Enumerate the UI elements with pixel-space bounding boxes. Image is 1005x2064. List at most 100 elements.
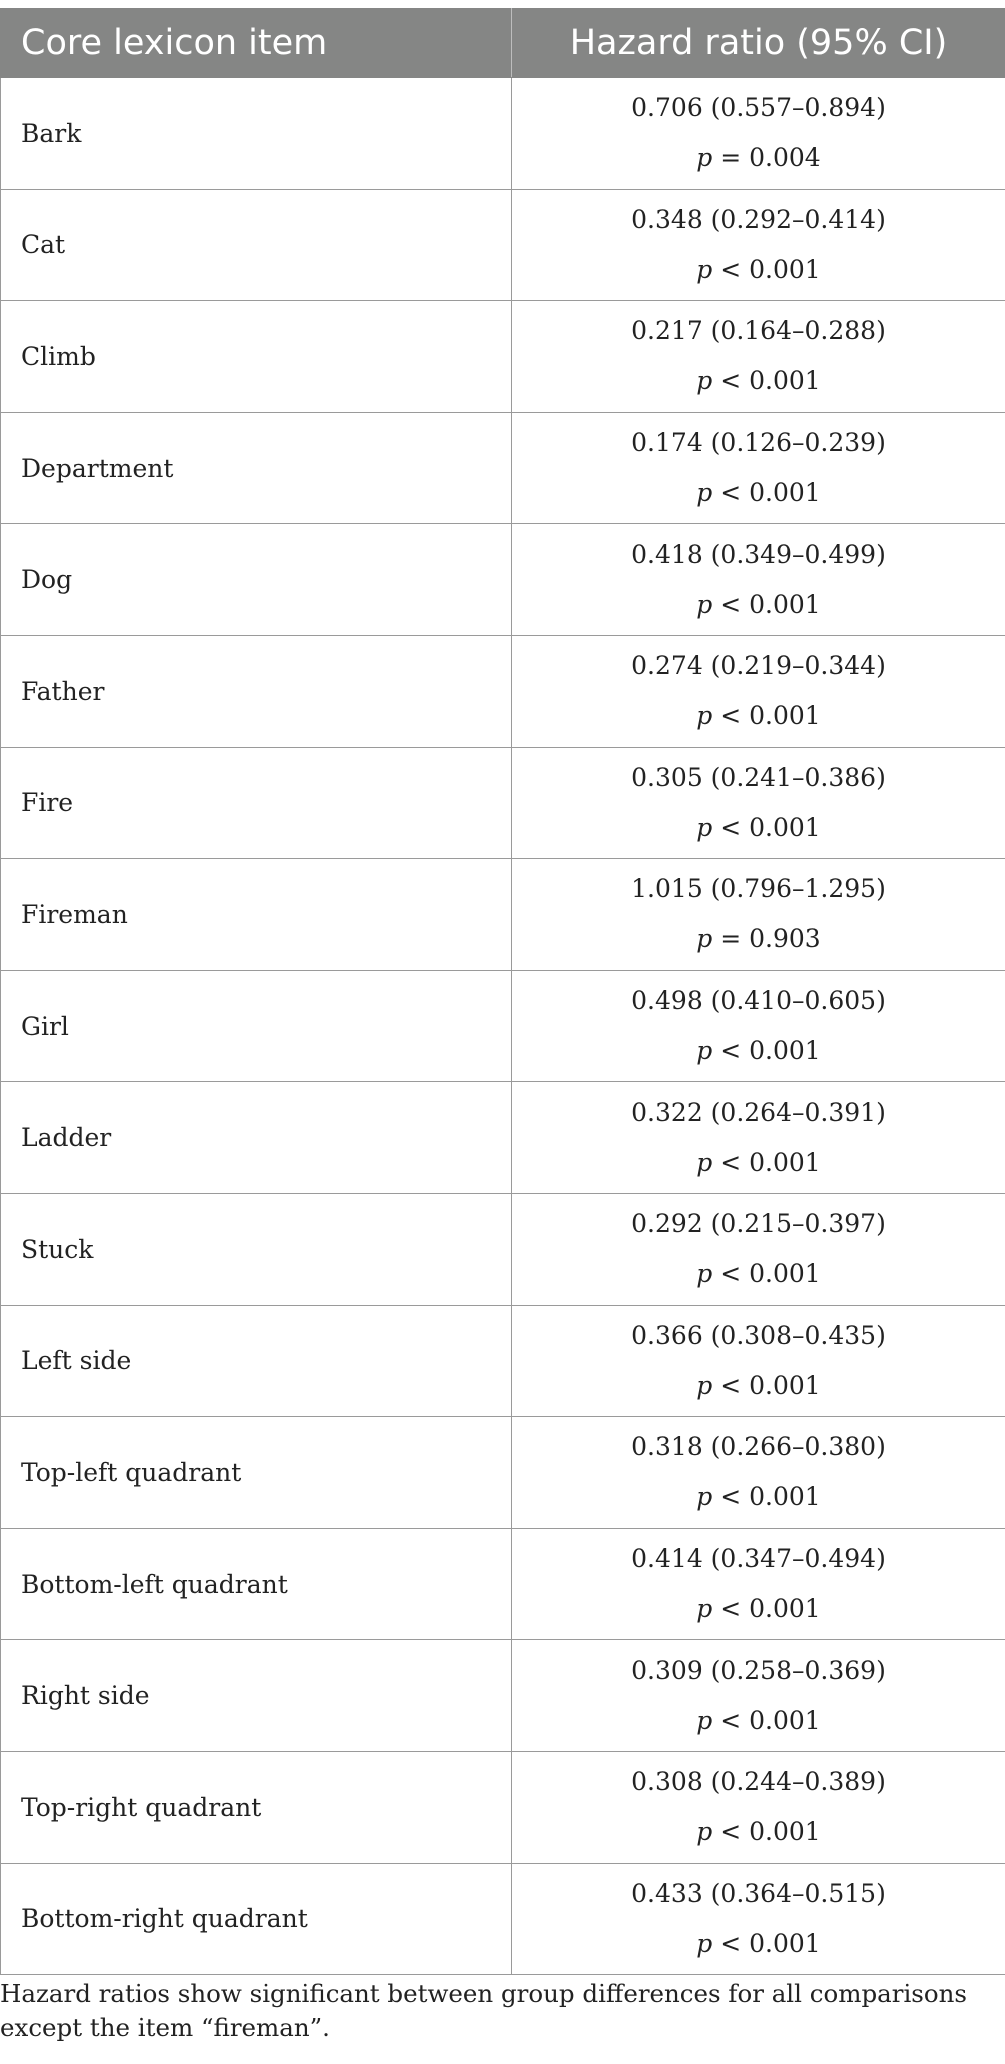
p-value-symbol: p [696, 1259, 713, 1289]
p-value-symbol: p [696, 366, 713, 396]
p-value-symbol: p [696, 1928, 713, 1958]
p-value-text: < 0.001 [712, 812, 821, 842]
table-row: Ladder 0.322 (0.264–0.391) p < 0.001 [0, 1081, 1005, 1194]
p-value-symbol: p [696, 1594, 713, 1624]
core-lexicon-item-cell: Ladder [0, 1081, 512, 1194]
p-value: p < 0.001 [512, 356, 1005, 406]
p-value-symbol: p [696, 1705, 713, 1735]
hazard-ratio-ci-value: 0.305 (0.241–0.386) [631, 762, 886, 792]
core-lexicon-item-cell: Department [0, 411, 512, 525]
hazard-ratio-cell: 0.292 (0.215–0.397) p < 0.001 [511, 1192, 1005, 1306]
hazard-ratio-ci-value: 0.418 (0.349–0.499) [631, 539, 886, 569]
table-row: Fireman 1.015 (0.796–1.295) p = 0.903 [0, 858, 1005, 971]
header-hazard-ratio: Hazard ratio (95% CI) [511, 8, 1005, 78]
header-row: Core lexicon item Hazard ratio (95% CI) [0, 8, 1005, 78]
hazard-ratio-cell: 0.308 (0.244–0.389) p < 0.001 [511, 1750, 1005, 1864]
p-value: p = 0.004 [512, 133, 1005, 183]
p-value-text: < 0.001 [712, 701, 821, 731]
p-value-text: < 0.001 [712, 1594, 821, 1624]
core-lexicon-item-cell: Top-right quadrant [0, 1750, 512, 1864]
table-row: Cat 0.348 (0.292–0.414) p < 0.001 [0, 188, 1005, 302]
p-value: p = 0.903 [512, 914, 1005, 964]
table-row: Bark 0.706 (0.557–0.894) p = 0.004 [0, 77, 1005, 190]
p-value: p < 0.001 [512, 1138, 1005, 1188]
core-lexicon-item-cell: Left side [0, 1304, 512, 1418]
hazard-ratio-ci-value: 0.498 (0.410–0.605) [631, 986, 886, 1016]
p-value: p < 0.001 [512, 1696, 1005, 1746]
p-value-text: < 0.001 [712, 1259, 821, 1289]
p-value-text: < 0.001 [712, 1928, 821, 1958]
hazard-ratio-cell: 0.414 (0.347–0.494) p < 0.001 [511, 1527, 1005, 1641]
hazard-ratio-cell: 0.174 (0.126–0.239) p < 0.001 [511, 411, 1005, 525]
p-value-symbol: p [696, 478, 713, 508]
core-lexicon-item-cell: Girl [0, 969, 512, 1083]
core-lexicon-item-cell: Stuck [0, 1192, 512, 1306]
table-row: Top-right quadrant 0.308 (0.244–0.389) p <… [0, 1750, 1005, 1864]
p-value: p < 0.001 [512, 1472, 1005, 1522]
table-row: Stuck 0.292 (0.215–0.397) p < 0.001 [0, 1192, 1005, 1306]
table-row: Father 0.274 (0.219–0.344) p < 0.001 [0, 634, 1005, 748]
hazard-ratio-cell: 0.366 (0.308–0.435) p < 0.001 [511, 1304, 1005, 1418]
table-row: Bottom-right quadrant 0.433 (0.364–0.515)… [0, 1862, 1005, 1976]
hazard-ratio-cell: 0.322 (0.264–0.391) p < 0.001 [511, 1081, 1005, 1194]
p-value: p < 0.001 [512, 1249, 1005, 1299]
hazard-ratio-ci-value: 0.414 (0.347–0.494) [631, 1544, 886, 1574]
p-value-symbol: p [696, 1370, 713, 1400]
hazard-ratio-cell: 0.498 (0.410–0.605) p < 0.001 [511, 969, 1005, 1083]
table-row: Bottom-left quadrant 0.414 (0.347–0.494) p… [0, 1527, 1005, 1641]
core-lexicon-item-cell: Fireman [0, 858, 512, 971]
p-value-text: < 0.001 [712, 1705, 821, 1735]
hazard-ratio-cell: 0.274 (0.219–0.344) p < 0.001 [511, 634, 1005, 748]
p-value-text: = 0.903 [712, 924, 821, 954]
table-body: Bark 0.706 (0.557–0.894) p = 0.004 Cat 0.348… [0, 77, 1005, 1976]
hazard-ratio-ci-value: 0.366 (0.308–0.435) [631, 1320, 886, 1350]
p-value-text: < 0.001 [712, 1036, 821, 1066]
p-value-text: < 0.001 [712, 254, 821, 284]
p-value-symbol: p [696, 1147, 713, 1177]
core-lexicon-item-cell: Fire [0, 746, 512, 860]
hazard-ratio-table-container: Core lexicon item Hazard ratio (95% CI) … [0, 8, 1005, 1976]
p-value-symbol: p [696, 1817, 713, 1847]
hazard-ratio-ci-value: 0.318 (0.266–0.380) [631, 1432, 886, 1462]
hazard-ratio-ci-value: 0.706 (0.557–0.894) [631, 93, 886, 123]
hazard-ratio-cell: 0.217 (0.164–0.288) p < 0.001 [511, 300, 1005, 413]
table-row: Left side 0.366 (0.308–0.435) p < 0.001 [0, 1304, 1005, 1418]
core-lexicon-item-cell: Dog [0, 523, 512, 636]
p-value-symbol: p [696, 589, 713, 619]
hazard-ratio-ci-value: 1.015 (0.796–1.295) [631, 874, 886, 904]
table-row: Dog 0.418 (0.349–0.499) p < 0.001 [0, 523, 1005, 636]
hazard-ratio-cell: 0.418 (0.349–0.499) p < 0.001 [511, 523, 1005, 636]
hazard-ratio-ci-value: 0.274 (0.219–0.344) [631, 651, 886, 681]
core-lexicon-item-cell: Top-left quadrant [0, 1416, 512, 1529]
hazard-ratio-ci-value: 0.433 (0.364–0.515) [631, 1878, 886, 1908]
hazard-ratio-ci-value: 0.322 (0.264–0.391) [631, 1097, 886, 1127]
p-value-text: < 0.001 [712, 1147, 821, 1177]
table-row: Climb 0.217 (0.164–0.288) p < 0.001 [0, 300, 1005, 413]
hazard-ratio-ci-value: 0.308 (0.244–0.389) [631, 1767, 886, 1797]
p-value: p < 0.001 [512, 468, 1005, 518]
p-value: p < 0.001 [512, 1919, 1005, 1969]
p-value-text: < 0.001 [712, 1482, 821, 1512]
hazard-ratio-cell: 0.706 (0.557–0.894) p = 0.004 [511, 77, 1005, 190]
p-value: p < 0.001 [512, 245, 1005, 295]
p-value: p < 0.001 [512, 691, 1005, 741]
p-value: p < 0.001 [512, 1807, 1005, 1857]
table-header: Core lexicon item Hazard ratio (95% CI) [0, 8, 1005, 78]
hazard-ratio-cell: 0.318 (0.266–0.380) p < 0.001 [511, 1416, 1005, 1529]
core-lexicon-item-cell: Bottom-left quadrant [0, 1527, 512, 1641]
table-row: Girl 0.498 (0.410–0.605) p < 0.001 [0, 969, 1005, 1083]
p-value-symbol: p [696, 1036, 713, 1066]
hazard-ratio-ci-value: 0.174 (0.126–0.239) [631, 428, 886, 458]
p-value-text: < 0.001 [712, 478, 821, 508]
hazard-ratio-cell: 1.015 (0.796–1.295) p = 0.903 [511, 858, 1005, 971]
header-core-lexicon-item: Core lexicon item [0, 8, 512, 78]
p-value: p < 0.001 [512, 1584, 1005, 1634]
p-value: p < 0.001 [512, 580, 1005, 630]
p-value-symbol: p [696, 924, 713, 954]
p-value-symbol: p [696, 1482, 713, 1512]
p-value-text: = 0.004 [712, 143, 821, 173]
p-value-symbol: p [696, 254, 713, 284]
core-lexicon-item-cell: Father [0, 634, 512, 748]
table-row: Right side 0.309 (0.258–0.369) p < 0.001 [0, 1639, 1005, 1752]
core-lexicon-item-cell: Climb [0, 300, 512, 413]
